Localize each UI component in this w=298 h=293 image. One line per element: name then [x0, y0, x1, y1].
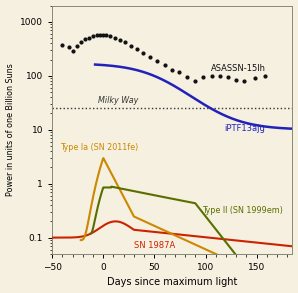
- Y-axis label: Power in units of one Billion Suns: Power in units of one Billion Suns: [6, 63, 15, 196]
- Text: Milky Way: Milky Way: [98, 96, 139, 105]
- Text: Type II (SN 1999em): Type II (SN 1999em): [202, 207, 283, 215]
- Text: SN 1987A: SN 1987A: [134, 241, 175, 251]
- X-axis label: Days since maximum light: Days since maximum light: [107, 277, 238, 287]
- Text: iPTF13ajg: iPTF13ajg: [224, 124, 265, 133]
- Text: ASASSN-15lh: ASASSN-15lh: [211, 64, 266, 74]
- Text: Type Ia (SN 2011fe): Type Ia (SN 2011fe): [60, 143, 139, 152]
